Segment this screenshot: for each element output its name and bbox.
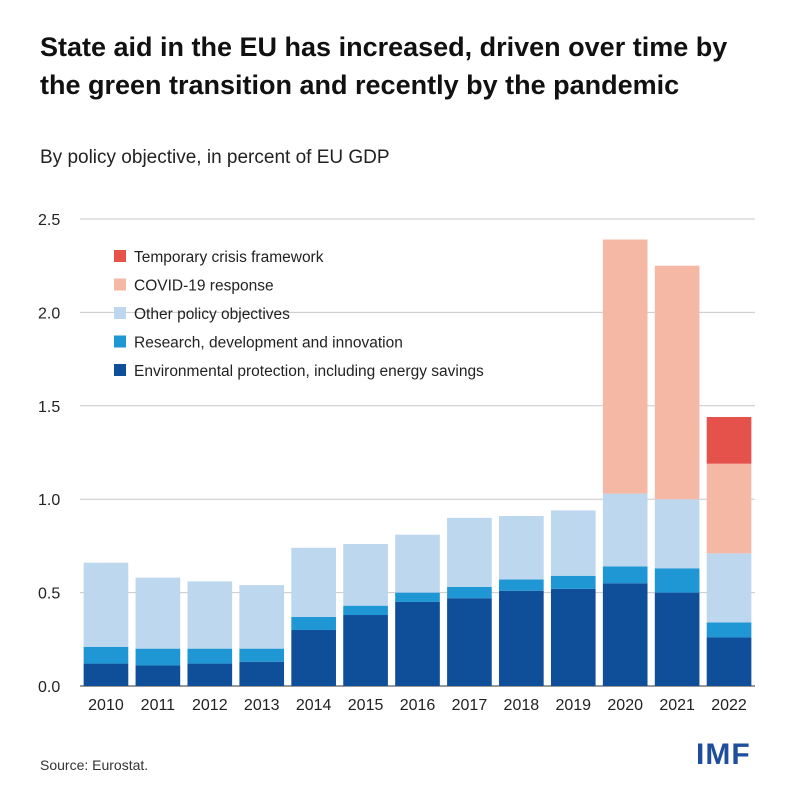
y-tick-label: 2.0 — [38, 305, 60, 322]
legend-label: Environmental protection, including ener… — [134, 363, 484, 380]
source-note: Source: Eurostat. — [40, 757, 149, 773]
bar-segment — [602, 239, 648, 494]
legend-item: Research, development and innovation — [114, 335, 403, 352]
y-tick-label: 1.0 — [38, 492, 60, 509]
bar-segment — [187, 581, 233, 649]
bar-segment — [706, 637, 752, 686]
bar-segment — [135, 648, 181, 666]
legend-item: Environmental protection, including ener… — [114, 363, 484, 380]
y-axis-ticks: 0.0 0.5 1.0 1.5 2.0 2.5 — [38, 212, 60, 696]
chart-subtitle: By policy objective, in percent of EU GD… — [40, 147, 390, 168]
x-tick-label: 2017 — [452, 697, 488, 714]
bar-segment — [291, 616, 336, 630]
bar-segment — [83, 562, 129, 647]
legend-swatch — [114, 278, 126, 291]
bar-segment — [654, 265, 700, 500]
legend-swatch — [114, 364, 126, 376]
chart-title: State aid in the EU has increased, drive… — [40, 32, 728, 100]
bar-segment — [291, 629, 336, 686]
legend-item: COVID-19 response — [114, 278, 274, 295]
bar-segment — [654, 568, 700, 593]
bar-segment — [654, 499, 700, 569]
legend: Temporary crisis framework COVID-19 respo… — [114, 249, 484, 380]
bar-segment — [499, 590, 544, 686]
x-tick-label: 2013 — [244, 697, 280, 714]
y-tick-label: 0.5 — [38, 586, 60, 603]
bar-segment — [602, 493, 648, 567]
bar-segment — [187, 663, 233, 686]
bar-segment — [343, 615, 388, 686]
bar-segment — [239, 585, 285, 649]
bar-segment — [343, 544, 388, 606]
x-tick-label: 2021 — [659, 697, 695, 714]
bar-segment — [447, 517, 492, 587]
x-tick-label: 2019 — [555, 697, 591, 714]
bar-segment — [706, 463, 752, 554]
bar-segment — [291, 547, 336, 617]
bar-segment — [83, 646, 129, 664]
bar-segment — [135, 665, 181, 686]
x-tick-label: 2022 — [711, 697, 747, 714]
bar-segment — [706, 553, 752, 623]
bar-segment — [239, 648, 285, 662]
bar-segment — [239, 661, 285, 686]
legend-label: Research, development and innovation — [134, 335, 403, 352]
bar-segment — [602, 566, 648, 584]
bar-segment — [550, 510, 596, 576]
legend-swatch — [114, 335, 126, 348]
bar-segment — [499, 516, 544, 580]
x-axis-ticks: 2010 2011 2012 2013 2014 2015 2016 2017 2018 2019… — [88, 697, 747, 714]
legend-label: COVID-19 response — [134, 278, 274, 295]
x-tick-label: 2011 — [141, 697, 176, 714]
bar-segment — [550, 588, 596, 686]
y-tick-label: 1.5 — [38, 399, 60, 416]
x-tick-label: 2015 — [348, 697, 384, 714]
bar-segment — [602, 583, 648, 686]
legend-swatch — [114, 307, 126, 319]
bar-segment — [706, 417, 752, 464]
x-tick-label: 2018 — [504, 697, 540, 714]
bar-segment — [187, 648, 233, 664]
bar-segment — [343, 605, 388, 616]
legend-label: Temporary crisis framework — [134, 249, 324, 266]
x-tick-label: 2014 — [296, 697, 332, 714]
x-tick-label: 2016 — [400, 697, 436, 714]
bar-segment — [447, 586, 492, 599]
bar-segment — [83, 663, 129, 686]
x-tick-label: 2010 — [88, 697, 124, 714]
bar-segment — [395, 592, 440, 602]
bars — [83, 239, 752, 686]
legend-item: Other policy objectives — [114, 306, 290, 323]
y-tick-label: 0.0 — [38, 679, 60, 696]
bar-segment — [395, 534, 440, 593]
imf-logo: IMF — [696, 738, 751, 771]
legend-item: Temporary crisis framework — [114, 249, 324, 266]
y-tick-label: 2.5 — [38, 212, 60, 229]
x-tick-label: 2012 — [192, 697, 228, 714]
bar-segment — [654, 592, 700, 686]
bar-segment — [395, 601, 440, 686]
x-tick-label: 2020 — [607, 697, 643, 714]
bar-segment — [447, 598, 492, 686]
bar-segment — [135, 577, 181, 649]
legend-label: Other policy objectives — [134, 306, 290, 323]
bar-segment — [499, 579, 544, 591]
legend-swatch — [114, 250, 126, 262]
bar-segment — [550, 575, 596, 589]
bar-segment — [706, 622, 752, 638]
